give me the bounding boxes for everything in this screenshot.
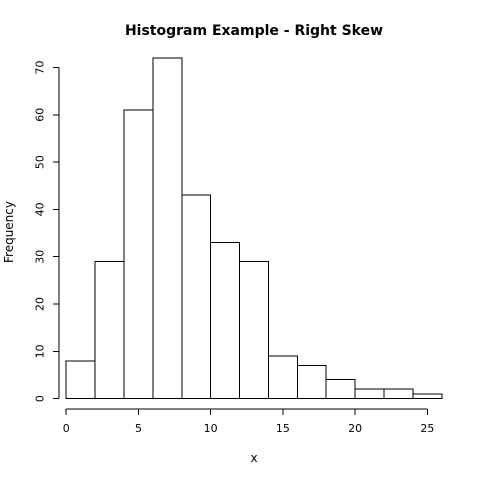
x-tick-label: 20 xyxy=(348,422,362,435)
y-tick-label: 60 xyxy=(34,108,47,122)
histogram-bar xyxy=(239,260,269,400)
y-tick-label: 40 xyxy=(34,202,47,216)
histogram-bar xyxy=(383,388,414,400)
histogram-bars xyxy=(65,57,443,400)
x-axis-label: x xyxy=(250,451,257,465)
y-tick-label: 30 xyxy=(34,250,47,264)
histogram-bar xyxy=(325,379,356,400)
x-tick-label: 25 xyxy=(420,422,434,435)
histogram-bar xyxy=(210,242,241,400)
x-tick-label: 0 xyxy=(63,422,70,435)
histogram-bar xyxy=(123,109,154,400)
chart-title: Histogram Example - Right Skew xyxy=(125,23,383,39)
y-tick-label: 50 xyxy=(34,155,47,169)
histogram-bar xyxy=(267,355,298,400)
x-tick-label: 10 xyxy=(204,422,218,435)
y-tick-label: 10 xyxy=(34,344,47,358)
x-axis: 0 5 10 15 20 25 xyxy=(63,408,434,435)
y-tick-label: 70 xyxy=(34,60,47,74)
histogram-bar xyxy=(354,388,385,400)
histogram-bar xyxy=(296,365,327,400)
y-tick-label: 0 xyxy=(34,395,47,402)
histogram-bar xyxy=(65,360,96,400)
y-tick-label: 20 xyxy=(34,297,47,311)
y-axis-label: Frequency xyxy=(2,201,16,263)
y-axis: 0 10 20 30 40 50 60 70 xyxy=(34,60,60,402)
histogram-bar xyxy=(412,393,443,400)
x-tick-label: 5 xyxy=(135,422,142,435)
x-tick-label: 15 xyxy=(276,422,290,435)
histogram-bar xyxy=(181,194,212,400)
histogram-bar xyxy=(152,57,183,400)
histogram-bar xyxy=(94,260,125,400)
